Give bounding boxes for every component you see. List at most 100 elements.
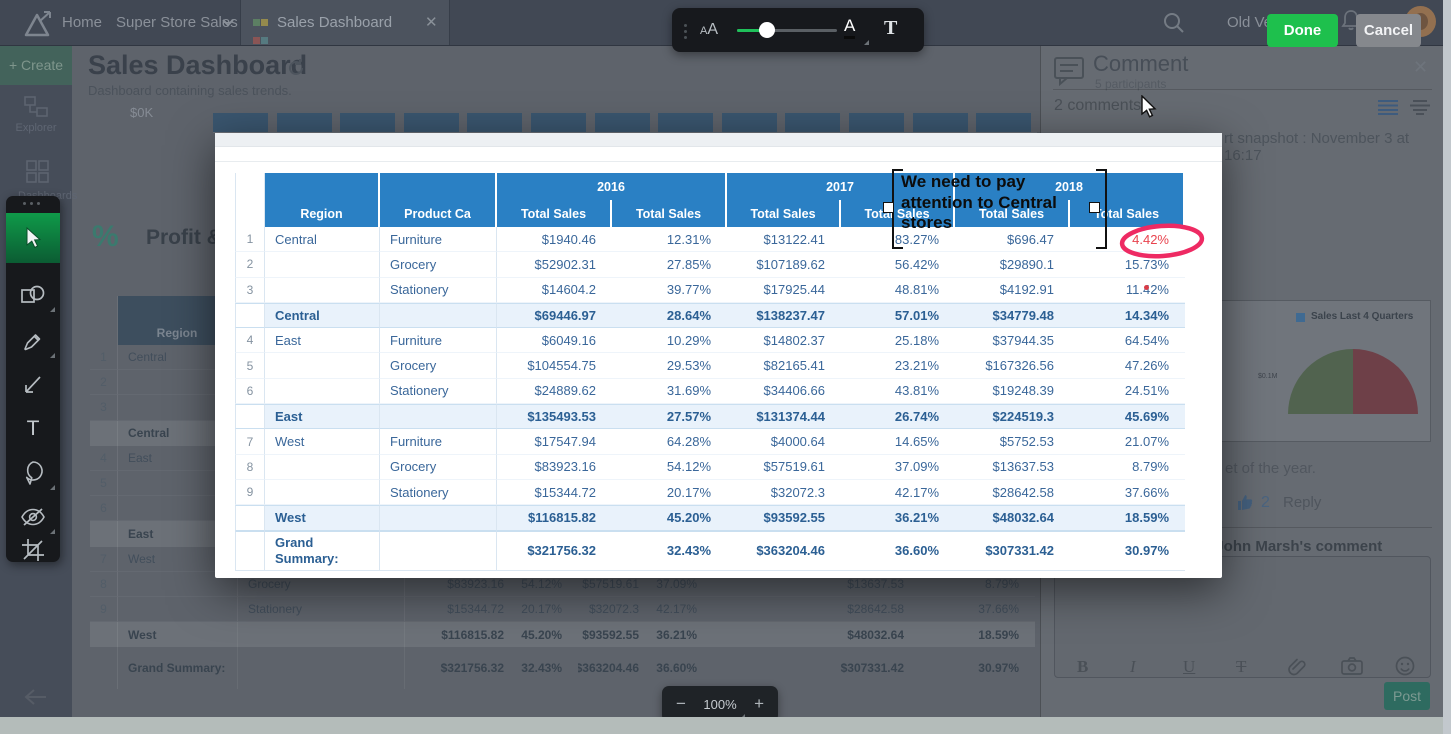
region-cell — [265, 277, 380, 303]
annotation-note[interactable]: We need to pay attention to Central stor… — [901, 172, 1057, 233]
value-cell: $13122.41 — [727, 227, 841, 253]
text-style-button[interactable]: T — [884, 17, 898, 39]
product-cell: Furniture — [380, 328, 497, 354]
row-number — [90, 420, 118, 446]
size-slider-knob[interactable] — [759, 22, 775, 38]
thumbs-up-icon[interactable] — [1237, 493, 1256, 511]
row-number: 6 — [90, 496, 118, 522]
create-button[interactable]: + Create — [0, 45, 72, 85]
value-cell: 64.28% — [612, 429, 727, 455]
reply-link[interactable]: Reply — [1283, 494, 1322, 511]
cancel-button[interactable]: Cancel — [1356, 14, 1421, 47]
value-cell: 37.09% — [655, 572, 713, 597]
value-header: Total Sales — [727, 200, 841, 227]
zoom-level[interactable]: 100% — [703, 697, 745, 719]
attach-icon[interactable] — [1287, 656, 1307, 676]
y-axis-label: $0K — [130, 105, 154, 120]
value-cell: 18.59% — [920, 622, 1035, 648]
value-cell: $57519.61 — [578, 572, 655, 597]
value-cell: 26.74% — [841, 404, 955, 430]
bold-button[interactable]: B — [1077, 657, 1089, 676]
text-tool[interactable]: T — [6, 408, 60, 450]
marker-tool[interactable] — [6, 320, 60, 362]
palette-drag-handle-icon[interactable] — [23, 202, 40, 205]
page-subtitle: Dashboard containing sales trends. — [88, 83, 292, 98]
row-number — [90, 647, 118, 690]
crop-tool[interactable] — [6, 539, 60, 561]
region-cell: West — [265, 429, 380, 455]
marker-icon — [24, 334, 41, 351]
strikethrough-button[interactable]: T — [1236, 657, 1247, 676]
value-cell: $363204.46 — [727, 530, 841, 571]
value-cell: $28642.58 — [713, 597, 920, 623]
window-scrollbar-strip[interactable] — [1443, 0, 1451, 734]
tab-sales-dashboard[interactable]: Sales Dashboard ✕ — [240, 0, 450, 45]
shape-tool[interactable] — [6, 274, 60, 316]
camera-icon[interactable] — [1341, 657, 1363, 675]
dashboards-icon[interactable] — [26, 160, 50, 184]
value-cell: 18.59% — [1070, 505, 1185, 531]
emoji-icon[interactable] — [1395, 656, 1415, 676]
search-icon[interactable] — [1163, 12, 1185, 34]
value-cell: 43.81% — [841, 378, 955, 405]
drag-handle-icon[interactable] — [684, 21, 687, 42]
selection-handle-right[interactable] — [1089, 202, 1100, 213]
value-cell: $24889.62 — [497, 378, 612, 405]
thumb-checkbox[interactable] — [1296, 313, 1305, 322]
value-cell: 42.17% — [841, 479, 955, 506]
italic-button[interactable]: I — [1130, 657, 1136, 676]
compact-view-icon[interactable] — [1409, 99, 1431, 115]
value-cell: $83923.16 — [497, 454, 612, 480]
post-button[interactable]: Post — [1384, 682, 1430, 710]
year-header: 2017 — [727, 173, 955, 200]
size-slider-active — [737, 29, 767, 32]
region-cell — [118, 596, 238, 623]
like-count: 2 — [1261, 494, 1270, 511]
size-slider[interactable] — [737, 29, 837, 32]
thumb-title: Sales Last 4 Quarters — [1311, 311, 1414, 322]
product-cell — [380, 505, 497, 531]
underline-button[interactable]: U — [1183, 657, 1196, 676]
value-header: Total Sales — [612, 200, 727, 227]
value-cell: 54.12% — [612, 454, 727, 480]
product-cell: Grocery — [238, 571, 405, 597]
bell-icon[interactable] — [1340, 9, 1362, 33]
region-cell — [118, 571, 238, 597]
zoom-out-button[interactable]: − — [676, 694, 686, 713]
value-cell: $15344.72 — [405, 597, 520, 623]
value-cell: 36.60% — [656, 661, 697, 676]
done-button[interactable]: Done — [1267, 14, 1338, 47]
row-number: 3 — [90, 395, 118, 421]
tab-close-icon[interactable]: ✕ — [425, 14, 438, 31]
refresh-icon[interactable] — [286, 58, 306, 78]
table-row: 9 Stationery $15344.72 20.17% $32072.3 42.17%… — [90, 596, 1035, 623]
panel-close-icon[interactable]: ✕ — [1413, 57, 1429, 77]
chart-bar — [467, 113, 523, 132]
explorer-icon[interactable] — [24, 96, 50, 118]
zoom-in-button[interactable]: + — [754, 694, 764, 713]
comment-text-fragment: et of the year. — [1225, 460, 1316, 477]
product-cell — [380, 530, 497, 571]
hide-tool[interactable] — [6, 496, 60, 538]
font-color-button[interactable]: A — [844, 16, 856, 39]
list-view-icon[interactable] — [1377, 99, 1399, 115]
font-size-button[interactable]: AA — [700, 21, 719, 38]
red-circle-annotation[interactable] — [1116, 220, 1208, 262]
row-number — [235, 302, 265, 329]
value-cell: 45.69% — [1070, 404, 1185, 430]
product-cell — [238, 647, 405, 690]
callout-tool[interactable] — [6, 452, 60, 494]
nav-home[interactable]: Home — [62, 14, 103, 31]
row-number: 2 — [235, 252, 265, 278]
collapse-sidebar-icon[interactable] — [22, 688, 48, 706]
chart-bar — [403, 113, 459, 132]
select-tool[interactable] — [6, 213, 60, 263]
selection-handle-left[interactable] — [883, 202, 894, 213]
value-cell: 36.60% — [841, 530, 955, 571]
arrow-tool[interactable] — [6, 364, 60, 406]
workspace-switcher[interactable]: Super Store Sales — [116, 14, 238, 31]
